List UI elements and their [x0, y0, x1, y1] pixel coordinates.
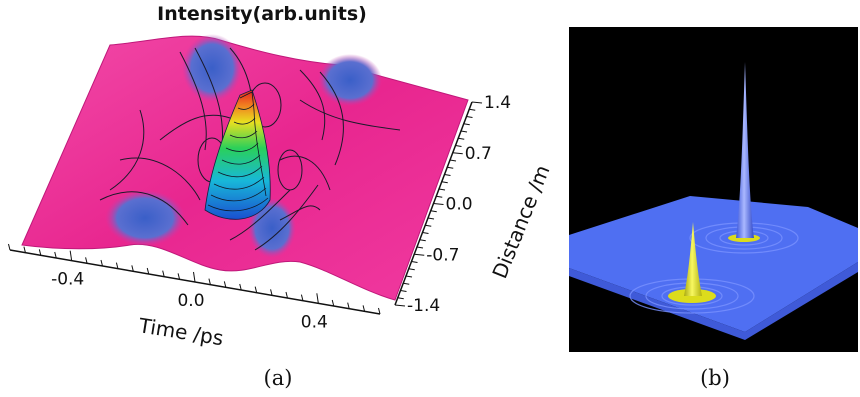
- x-tick-mark: [347, 302, 350, 309]
- panel-a-caption: (a): [264, 366, 293, 390]
- panel-b-surface-plot: (b): [569, 27, 858, 390]
- x-axis-minor-ticks: [8, 243, 381, 315]
- x-tick-mark: [223, 281, 227, 288]
- y-tick-mark: [397, 297, 404, 300]
- y-tick-mark: [438, 188, 446, 191]
- x-tick-mark: [115, 262, 119, 269]
- y-tick-label: 0.0: [446, 195, 473, 215]
- y-tick-mark: [469, 108, 476, 111]
- x-tick-mark: [100, 259, 103, 267]
- y-tick-mark: [433, 203, 444, 205]
- y-tick-mark: [444, 174, 451, 176]
- y-tick-mark: [452, 152, 463, 155]
- x-tick-mark: [177, 273, 181, 280]
- y-tick-mark: [425, 224, 432, 227]
- y-tick-label: 1.4: [484, 93, 511, 113]
- panel-b-caption: (b): [700, 366, 730, 390]
- x-axis: -0.4 0.0 0.4 Time /ps: [8, 243, 381, 350]
- y-tick-label: -0.7: [426, 245, 459, 265]
- x-tick-mark: [38, 249, 42, 256]
- y-tick-mark: [466, 116, 473, 118]
- x-tick-mark: [208, 278, 211, 285]
- y-tick-mark: [449, 159, 457, 162]
- x-tick-mark: [239, 283, 242, 291]
- y-tick-mark: [458, 137, 465, 140]
- y-tick-label: -1.4: [407, 296, 440, 316]
- y-tick-mark: [422, 232, 429, 234]
- short-spike: [684, 222, 702, 296]
- y-tick-mark: [460, 130, 468, 133]
- x-tick-mark: [378, 307, 381, 315]
- y-tick-mark: [455, 145, 462, 147]
- y-tick-mark: [436, 195, 443, 198]
- surface-plane-shade: [569, 262, 858, 340]
- x-tick-mark: [254, 286, 258, 293]
- x-tick-mark: [300, 294, 304, 301]
- x-tick-label: 0.0: [177, 291, 204, 311]
- contour-lines: [99, 47, 401, 251]
- x-tick-mark: [69, 250, 73, 261]
- tall-spike: [736, 62, 754, 238]
- y-tick-mark: [400, 290, 407, 292]
- y-tick-mark: [430, 210, 437, 213]
- x-tick-mark: [8, 243, 11, 251]
- x-tick-mark: [193, 271, 196, 283]
- y-tick-mark: [447, 166, 454, 169]
- x-tick-mark: [270, 289, 273, 296]
- y-tick-mark: [411, 261, 418, 263]
- x-tick-mark: [285, 291, 288, 299]
- y-tick-mark: [463, 123, 470, 126]
- chart-title: Intensity(arb.units): [157, 3, 367, 25]
- y-tick-mark: [427, 217, 435, 220]
- surface-valley: [182, 34, 242, 102]
- x-tick-mark: [54, 251, 57, 259]
- y-tick-mark: [416, 246, 424, 249]
- y-tick-mark: [471, 101, 483, 104]
- surface-valley: [318, 54, 382, 106]
- panel-a-surface-plot: Intensity(arb.units): [8, 3, 555, 390]
- y-tick-mark: [414, 253, 425, 256]
- x-tick-mark: [316, 293, 319, 304]
- surface-plane: [569, 196, 858, 332]
- y-tick-mark: [394, 304, 406, 307]
- x-tick-mark: [146, 267, 150, 275]
- x-axis-label: Time /ps: [136, 313, 225, 350]
- x-tick-mark: [131, 265, 134, 272]
- x-tick-mark: [331, 299, 335, 307]
- y-tick-mark: [408, 268, 415, 271]
- y-tick-mark: [405, 275, 413, 278]
- y-axis-minor-ticks: [394, 101, 483, 307]
- x-tick-mark: [162, 270, 165, 277]
- peak-contours: [207, 91, 269, 212]
- y-tick-mark: [403, 282, 410, 285]
- y-axis-label: Distance /m: [487, 162, 554, 282]
- x-tick-mark: [362, 305, 366, 312]
- surface-valley: [105, 190, 185, 246]
- x-tick-label: -0.4: [51, 270, 84, 290]
- y-tick-mark: [419, 239, 426, 242]
- y-tick-mark: [441, 181, 448, 184]
- x-tick-mark: [85, 257, 88, 264]
- y-tick-label: 0.7: [465, 144, 492, 164]
- surface-valley: [248, 198, 296, 258]
- x-tick-mark: [23, 246, 26, 253]
- x-tick-label: 0.4: [301, 312, 328, 332]
